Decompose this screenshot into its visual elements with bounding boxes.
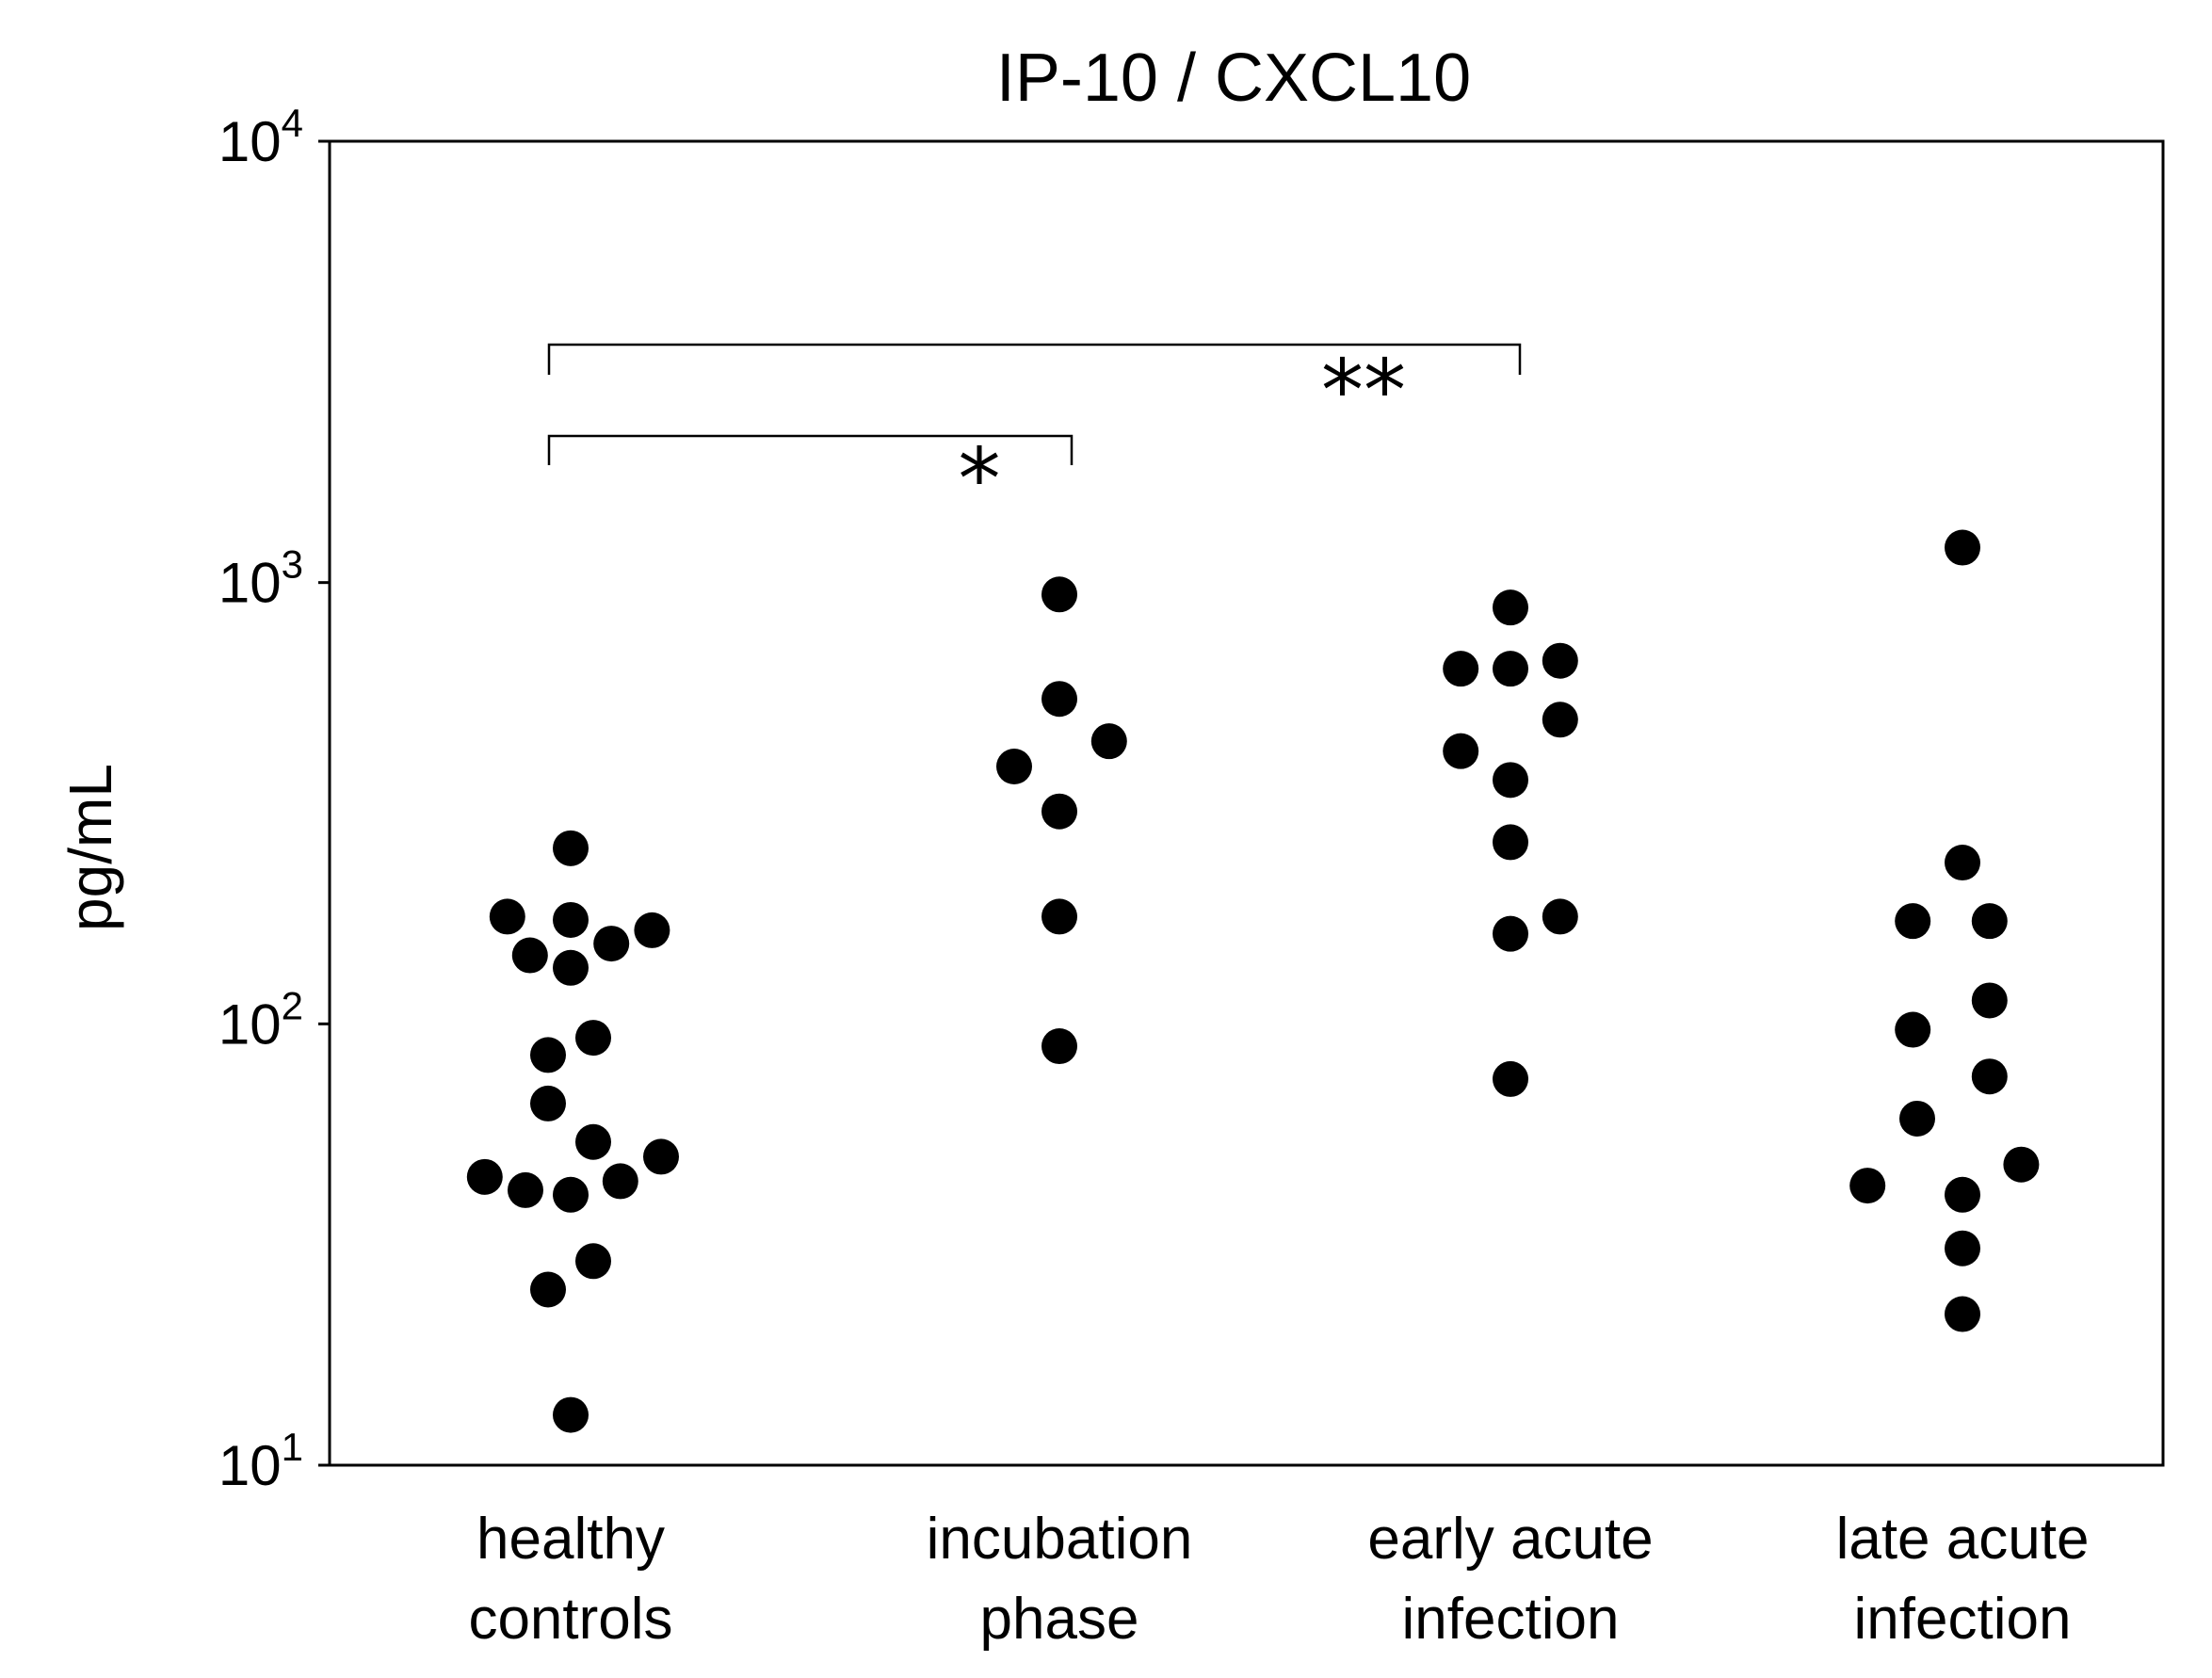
x-tick-label: infection: [1402, 1587, 1620, 1652]
data-point: [593, 926, 630, 962]
data-point: [643, 1138, 679, 1175]
data-point: [553, 830, 589, 866]
data-point: [466, 1158, 503, 1195]
data-point: [553, 1396, 589, 1433]
y-tick-label: 101: [218, 1425, 303, 1497]
data-point: [1493, 762, 1528, 799]
significance-label: *: [959, 430, 1001, 529]
x-tick-label: late acute: [1836, 1507, 2090, 1572]
data-point: [1945, 529, 1980, 566]
significance-brackets: ***: [547, 342, 1522, 529]
data-point: [508, 1171, 543, 1208]
significance-bracket: [547, 343, 1522, 375]
data-point: [530, 1037, 566, 1073]
data-point: [1443, 651, 1479, 687]
significance-label: **: [1321, 342, 1406, 441]
data-point: [553, 901, 589, 938]
data-point: [1895, 1011, 1931, 1048]
x-tick-label: phase: [980, 1587, 1139, 1652]
data-point: [1542, 642, 1578, 679]
y-axis-label: pg/mL: [57, 764, 124, 931]
data-point: [1899, 1100, 1935, 1137]
data-point: [602, 1163, 638, 1200]
data-point: [575, 1243, 611, 1280]
y-tick-label: 104: [218, 101, 303, 173]
chart-title: IP-10 / CXCL10: [996, 40, 1471, 116]
data-point: [575, 1123, 611, 1160]
data-point: [1945, 845, 1980, 881]
data-point: [1041, 1028, 1077, 1065]
data-point: [1849, 1168, 1886, 1204]
data-point: [530, 1271, 566, 1308]
x-tick-label: early acute: [1367, 1507, 1653, 1572]
data-point: [1493, 824, 1528, 861]
data-point: [1493, 1060, 1528, 1097]
data-point: [1895, 903, 1931, 940]
data-point: [1493, 651, 1528, 687]
data-point: [530, 1085, 566, 1121]
data-point: [489, 898, 525, 935]
x-tick-label: infection: [1854, 1587, 2072, 1652]
x-axis: healthy controls incubation phase early acut…: [468, 1507, 2089, 1652]
data-point: [553, 949, 589, 986]
significance-bracket: [547, 434, 1074, 465]
data-point: [1493, 915, 1528, 952]
y-axis: 101 102 103 104: [218, 101, 330, 1497]
data-point: [1971, 1058, 2008, 1095]
x-tick-label: controls: [468, 1587, 672, 1652]
data-point: [553, 1176, 589, 1213]
data-point: [1041, 898, 1077, 935]
data-point: [1443, 733, 1479, 769]
data-points: [466, 529, 2040, 1433]
y-tick-label: 102: [218, 983, 303, 1056]
x-tick-label: healthy: [476, 1507, 665, 1572]
data-point: [1041, 793, 1077, 830]
data-point: [634, 912, 670, 948]
data-point: [1041, 681, 1077, 718]
data-point: [1542, 702, 1578, 738]
data-point: [1542, 898, 1578, 935]
data-point: [1090, 723, 1127, 760]
data-point: [1945, 1296, 1980, 1332]
x-tick-label: incubation: [927, 1507, 1193, 1572]
data-point: [996, 749, 1032, 785]
data-point: [1945, 1176, 1980, 1213]
y-tick-label: 103: [218, 542, 303, 615]
data-point: [1971, 982, 2008, 1019]
data-point: [575, 1020, 611, 1057]
data-point: [2003, 1146, 2040, 1183]
data-point: [1493, 589, 1528, 626]
data-point: [511, 937, 548, 974]
data-point: [1945, 1230, 1980, 1267]
data-point: [1971, 903, 2008, 940]
plot-area: [328, 139, 2165, 1467]
data-point: [1041, 576, 1077, 613]
